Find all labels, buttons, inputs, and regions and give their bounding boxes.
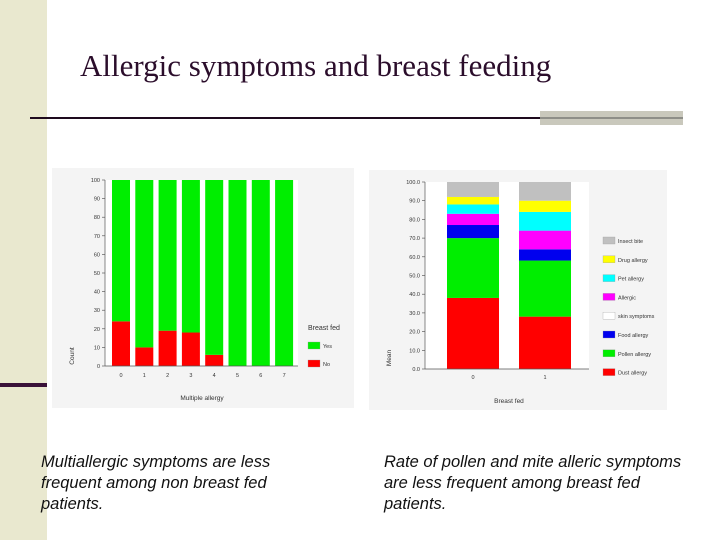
legend-label: skin symptoms bbox=[618, 314, 655, 320]
bar-segment bbox=[447, 297, 499, 369]
x-axis-label: Breast fed bbox=[494, 398, 524, 405]
y-tick-label: 30.0 bbox=[409, 311, 420, 317]
y-axis-label: Count bbox=[69, 347, 76, 365]
bar-segment bbox=[519, 182, 571, 201]
legend-swatch bbox=[307, 359, 321, 368]
x-tick-label: 4 bbox=[213, 373, 216, 379]
bar-segment bbox=[519, 211, 571, 231]
bar-segment bbox=[519, 316, 571, 369]
y-tick-label: 60.0 bbox=[409, 255, 420, 261]
legend-label: Pollen allergy bbox=[618, 352, 651, 358]
y-tick-label: 0.0 bbox=[412, 367, 420, 373]
y-tick-label: 100 bbox=[91, 178, 100, 184]
x-tick-label: 7 bbox=[283, 373, 286, 379]
bar-segment bbox=[112, 180, 130, 322]
legend-swatch bbox=[602, 368, 616, 376]
y-tick-label: 0 bbox=[97, 364, 100, 370]
bar-segment bbox=[205, 354, 224, 366]
y-tick-label: 10.0 bbox=[409, 348, 420, 354]
y-tick-label: 100.0 bbox=[406, 180, 420, 186]
y-tick-label: 70 bbox=[94, 234, 100, 240]
bar-segment bbox=[135, 347, 154, 366]
bar-segment bbox=[447, 204, 499, 214]
legend-label: Drug allergy bbox=[618, 258, 648, 264]
title-underline bbox=[30, 117, 540, 119]
legend-label: Food allergy bbox=[618, 333, 649, 339]
legend-swatch bbox=[307, 341, 321, 350]
legend-label: Yes bbox=[323, 344, 332, 350]
bar-segment bbox=[181, 180, 200, 333]
chart-breast-fed: 0.0 10.0 20.0 30.0 40.0 50.0 60.0 70.0 80.0 90.0 1… bbox=[369, 170, 667, 410]
bar-segment bbox=[519, 200, 571, 212]
x-tick-label: 1 bbox=[143, 373, 146, 379]
chart-multiple-allergy: 0 10 20 30 40 50 60 70 80 90 100 0 1 2 3 4 5 6 7 Multiple a… bbox=[52, 168, 354, 408]
y-tick-label: 50 bbox=[94, 271, 100, 277]
bar-segment bbox=[158, 180, 177, 331]
legend-swatch bbox=[602, 330, 616, 339]
legend-label: Insect bite bbox=[618, 239, 643, 245]
y-tick-label: 60 bbox=[94, 252, 100, 258]
bar-segment bbox=[181, 332, 200, 366]
bar-segment bbox=[228, 180, 247, 366]
x-tick-label: 6 bbox=[259, 373, 262, 379]
y-axis-label: Mean bbox=[386, 349, 393, 366]
left-band-accent bbox=[0, 383, 47, 387]
y-tick-label: 80.0 bbox=[409, 217, 420, 223]
caption-right: Rate of pollen and mite alleric symptoms… bbox=[384, 453, 682, 513]
bar-segment bbox=[251, 180, 270, 366]
x-tick-label: 2 bbox=[166, 373, 169, 379]
y-tick-label: 90 bbox=[94, 197, 100, 203]
y-tick-label: 10 bbox=[94, 345, 100, 351]
slide-title: Allergic symptoms and breast feeding bbox=[80, 48, 552, 83]
legend-title: Breast fed bbox=[308, 325, 340, 332]
bar-segment bbox=[135, 180, 154, 348]
legend-label: Allergic bbox=[618, 295, 636, 301]
legend-label: Pet allergy bbox=[618, 277, 644, 283]
y-tick-label: 20.0 bbox=[409, 330, 420, 336]
bar-segment bbox=[447, 225, 499, 239]
y-tick-label: 80 bbox=[94, 215, 100, 221]
legend-swatch bbox=[602, 236, 616, 245]
legend-swatch bbox=[602, 312, 616, 320]
bar-segment bbox=[112, 321, 130, 366]
y-tick-label: 50.0 bbox=[409, 274, 420, 280]
bar-segment bbox=[275, 180, 294, 366]
legend-swatch bbox=[602, 274, 616, 282]
legend-swatch bbox=[602, 255, 616, 263]
left-decorative-band bbox=[0, 0, 47, 540]
bar-segment bbox=[519, 249, 571, 261]
x-tick-label: 0 bbox=[119, 373, 122, 379]
y-tick-label: 30 bbox=[94, 308, 100, 314]
bar-segment bbox=[447, 238, 499, 298]
title-rule-block-line bbox=[540, 117, 683, 119]
x-tick-label: 3 bbox=[189, 373, 192, 379]
y-tick-label: 40 bbox=[94, 290, 100, 296]
bar-segment bbox=[519, 260, 571, 317]
x-axis-label: Multiple allergy bbox=[180, 395, 224, 402]
legend-swatch bbox=[602, 349, 616, 357]
x-tick-label: 5 bbox=[236, 373, 239, 379]
chart-svg-multiple-allergy: 0 10 20 30 40 50 60 70 80 90 100 0 1 2 3 4 5 6 7 Multiple a… bbox=[69, 178, 340, 402]
x-tick-label: 1 bbox=[543, 375, 546, 381]
y-tick-label: 70.0 bbox=[409, 236, 420, 242]
y-tick-label: 20 bbox=[94, 327, 100, 333]
x-tick-label: 0 bbox=[471, 375, 474, 381]
bar-segment bbox=[447, 213, 499, 226]
chart-svg-breast-fed: 0.0 10.0 20.0 30.0 40.0 50.0 60.0 70.0 80.0 90.0 1… bbox=[386, 180, 655, 405]
bar-segment bbox=[447, 196, 499, 205]
y-tick-label: 40.0 bbox=[409, 292, 420, 298]
caption-left: Multiallergic symptoms are less frequent… bbox=[41, 453, 271, 513]
legend-label: Dust allergy bbox=[618, 371, 647, 377]
bar-segment bbox=[519, 230, 571, 250]
bar-segment bbox=[158, 330, 177, 366]
legend-swatch bbox=[602, 293, 616, 301]
bar-segment bbox=[205, 180, 224, 355]
y-tick-label: 90.0 bbox=[409, 199, 420, 205]
bar-segment bbox=[447, 182, 499, 197]
legend-label: No bbox=[323, 362, 330, 368]
